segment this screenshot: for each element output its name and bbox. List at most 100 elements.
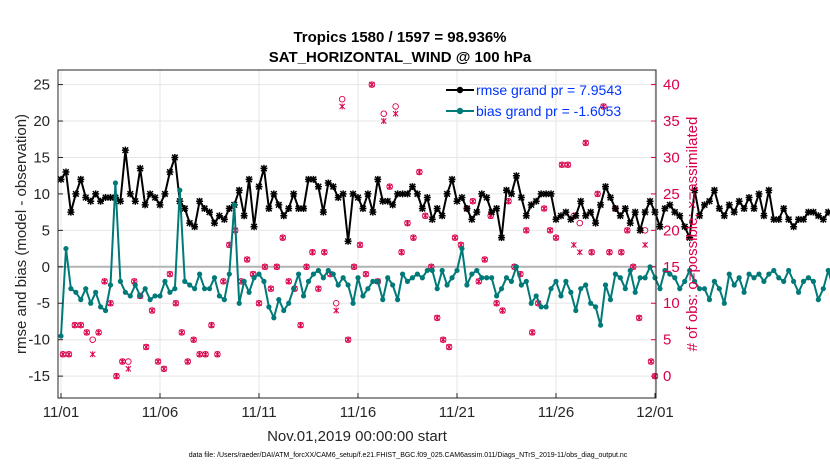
bias-point (721, 300, 727, 306)
bias-point (355, 275, 361, 281)
rmse-point (255, 183, 263, 191)
rmse-point (730, 208, 738, 216)
bias-point (246, 289, 252, 295)
y-tick-label: -5 (37, 295, 50, 312)
obs-assimilated-marker (113, 373, 120, 380)
obs-assimilated-marker (642, 241, 649, 248)
rmse-point (483, 194, 491, 202)
bias-point (414, 271, 420, 277)
y-right-tick-label: 5 (663, 332, 671, 349)
rmse-point (265, 204, 273, 212)
rmse-point (285, 204, 293, 212)
x-tick-label: 11/11 (241, 404, 276, 421)
rmse-point (443, 190, 451, 198)
bias-point (578, 286, 584, 292)
rmse-point (57, 175, 65, 183)
bias-point (701, 286, 708, 292)
obs-assimilated-marker (202, 351, 209, 358)
bias-point (825, 267, 830, 274)
bias-point (736, 275, 742, 281)
rmse-point (324, 179, 332, 187)
bias-point (776, 275, 782, 281)
rmse-point (527, 201, 535, 209)
rmse-point (463, 204, 471, 212)
rmse-point (715, 204, 723, 212)
rmse-point (705, 197, 713, 205)
obs-assimilated-marker (101, 278, 108, 285)
bias-point (152, 293, 158, 299)
rmse-point (804, 208, 812, 216)
bias-point (399, 271, 406, 277)
y-axis-right-label: # of obs: o=possible; ×=assimilated (684, 117, 701, 352)
rmse-point (631, 208, 639, 216)
bias-point (498, 286, 505, 292)
obs-assimilated-marker (89, 351, 96, 358)
obs-assimilated-marker (77, 322, 84, 329)
bias-point (390, 282, 396, 288)
bias-point (692, 278, 698, 284)
rmse-point (116, 197, 124, 205)
rmse-point (334, 194, 342, 202)
bias-point (766, 271, 772, 277)
obs-assimilated-marker (481, 256, 488, 263)
obs-possible-marker (89, 336, 96, 343)
bias-point (340, 275, 346, 281)
bias-point (147, 297, 153, 303)
rmse-point (696, 212, 704, 220)
bias-point (192, 286, 198, 292)
obs-possible-marker (576, 219, 584, 227)
obs-assimilated-marker (446, 343, 453, 350)
obs-assimilated-marker (244, 256, 251, 263)
rmse-point (517, 194, 525, 202)
bias-point (553, 278, 559, 284)
rmse-point (97, 197, 105, 205)
rmse-point (280, 212, 288, 220)
obs-assimilated-marker (600, 103, 607, 110)
bias-point (256, 271, 262, 277)
rmse-point (364, 190, 372, 198)
y-tick-label: 15 (33, 149, 50, 166)
obs-assimilated-marker (71, 322, 78, 329)
rmse-point (676, 212, 684, 220)
rmse-point (775, 215, 783, 223)
bias-point (503, 275, 510, 281)
bias-point (98, 304, 104, 310)
rmse-point (389, 201, 397, 209)
rmse-point (537, 190, 545, 198)
obs-assimilated-marker (273, 263, 280, 270)
obs-assimilated-marker (125, 365, 132, 372)
y-right-tick-label: 0 (663, 368, 671, 385)
y-tick-label: -10 (28, 332, 50, 349)
bias-point (78, 297, 84, 303)
bias-point (88, 300, 94, 306)
bias-point (494, 293, 500, 299)
bias-point (216, 293, 222, 299)
bias-point (612, 271, 619, 277)
obs-assimilated-marker (83, 329, 90, 336)
bias-point (543, 304, 549, 310)
rmse-point (567, 215, 575, 223)
bias-point (652, 275, 658, 281)
bias-point (187, 282, 193, 288)
bias-point (771, 267, 777, 274)
bias-point (746, 271, 752, 277)
bias-point (726, 271, 732, 277)
bias-point (315, 267, 321, 274)
obs-assimilated-marker (351, 263, 357, 270)
rmse-point (394, 190, 402, 198)
obs-assimilated-marker (178, 329, 185, 336)
rmse-point (641, 208, 649, 216)
rmse-point (824, 208, 830, 216)
bias-point (117, 278, 123, 284)
bias-point (637, 275, 643, 281)
rmse-point (597, 201, 605, 209)
rmse-point (408, 183, 416, 191)
bias-point (682, 278, 688, 284)
obs-assimilated-marker (220, 278, 227, 285)
rmse-point (750, 204, 758, 212)
obs-assimilated-marker (392, 110, 399, 117)
footnote: data file: /Users/raeder/DAI/ATM_forcXX/… (189, 452, 628, 459)
obs-assimilated-marker (416, 169, 423, 176)
rmse-point (557, 212, 565, 220)
